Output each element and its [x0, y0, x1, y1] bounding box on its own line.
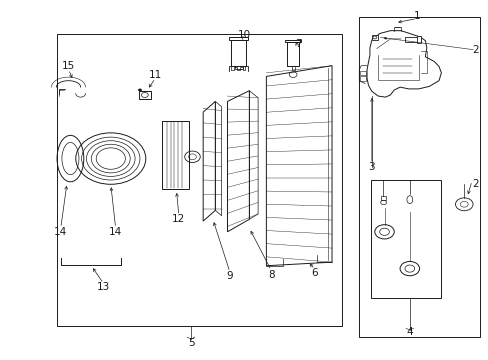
Text: 13: 13	[97, 282, 110, 292]
Bar	[380, 196, 386, 201]
Bar	[416, 36, 421, 43]
Bar	[358, 18, 479, 337]
Circle shape	[138, 89, 142, 91]
Text: 2: 2	[471, 179, 478, 189]
Bar	[359, 71, 366, 75]
Bar	[286, 42, 299, 66]
Text: 12: 12	[172, 214, 185, 224]
Text: 9: 9	[226, 271, 233, 282]
Bar	[285, 40, 301, 42]
Bar	[57, 33, 341, 327]
Text: 14: 14	[54, 227, 67, 237]
Text: 3: 3	[368, 162, 374, 172]
FancyBboxPatch shape	[371, 35, 377, 40]
Bar	[228, 37, 248, 40]
Text: 10: 10	[238, 30, 250, 40]
Bar	[162, 121, 188, 189]
Text: 6: 6	[311, 268, 318, 278]
Text: 5: 5	[187, 338, 194, 347]
Bar	[359, 76, 366, 81]
Text: 15: 15	[62, 61, 75, 71]
Text: 7: 7	[294, 39, 301, 49]
Text: 4: 4	[406, 327, 412, 337]
Text: 8: 8	[267, 270, 274, 280]
Text: 11: 11	[148, 69, 162, 80]
FancyBboxPatch shape	[139, 91, 150, 99]
Bar	[404, 37, 420, 42]
Text: 14: 14	[109, 227, 122, 237]
Bar	[230, 40, 246, 66]
Text: 1: 1	[413, 11, 420, 21]
Bar	[370, 180, 441, 298]
Text: 2: 2	[471, 45, 478, 55]
